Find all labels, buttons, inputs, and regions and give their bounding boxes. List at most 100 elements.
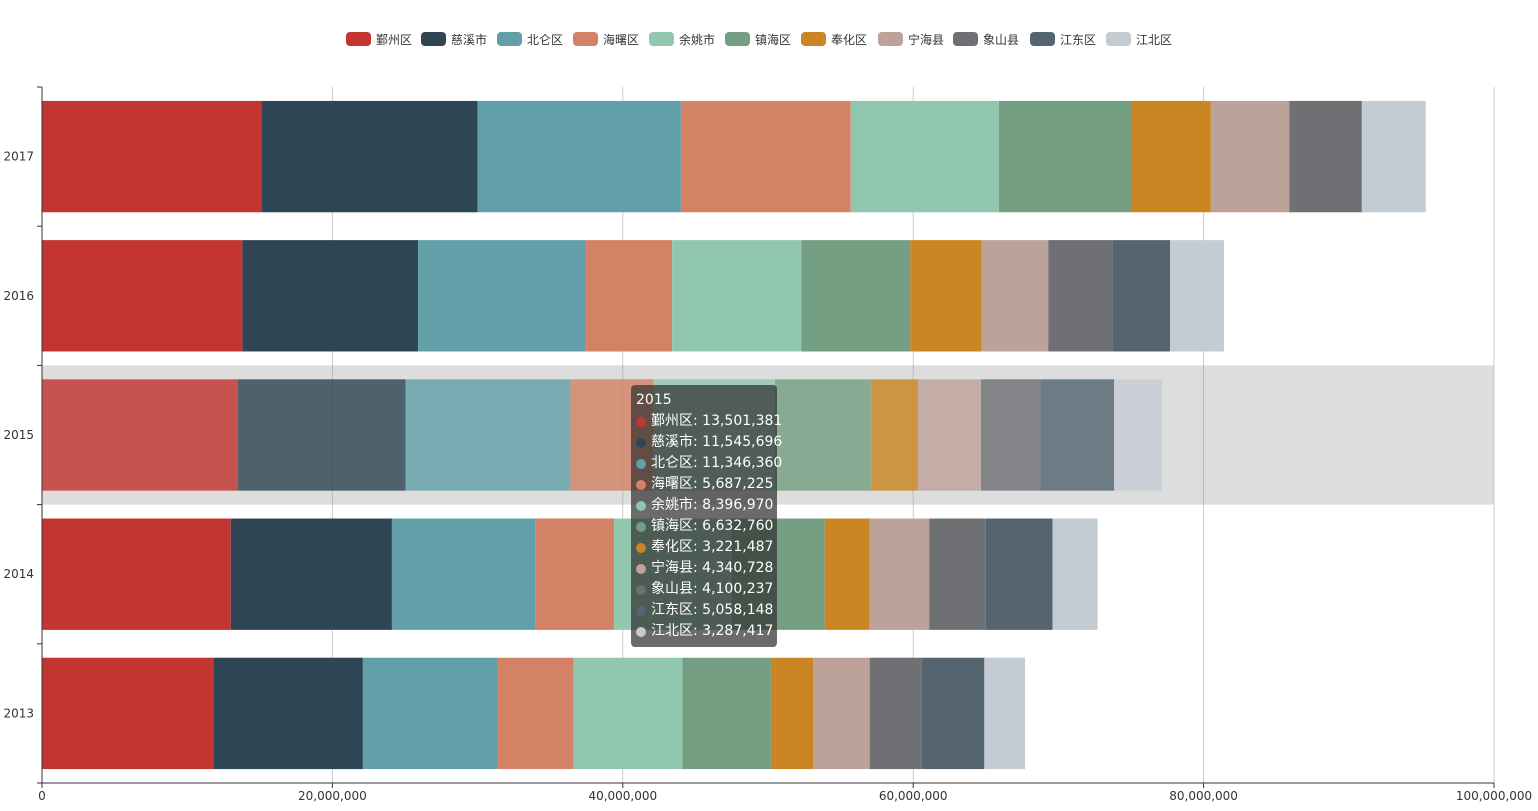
tooltip-row: 镇海区: 6,632,760 [636, 516, 777, 537]
legend-label: 江北区 [1136, 32, 1173, 47]
bar-segment-2013-7[interactable] [813, 657, 870, 770]
bar-segment-2016-5[interactable] [801, 240, 911, 352]
bar-segment-2017-7[interactable] [1210, 100, 1290, 213]
bar-segment-2014-3[interactable] [535, 518, 615, 630]
tooltip-value: 象山县: 4,100,237 [651, 581, 774, 597]
bar-segment-2016-2[interactable] [418, 240, 586, 352]
legend-item[interactable]: 宁海县 [878, 29, 944, 49]
tooltip-value: 奉化区: 3,221,487 [651, 539, 774, 555]
bar-segment-2013-6[interactable] [770, 657, 814, 770]
legend-swatch [725, 32, 750, 46]
bar-segment-2015-9[interactable] [1040, 379, 1115, 491]
legend-swatch [421, 32, 446, 46]
bar-segment-2014-1[interactable] [230, 518, 392, 630]
y-tick-label: 2016 [3, 289, 34, 303]
bar-segment-2015-2[interactable] [405, 379, 571, 491]
bar-segment-2013-2[interactable] [362, 657, 498, 770]
tooltip-row: 奉化区: 3,221,487 [636, 537, 777, 558]
legend-label: 江东区 [1060, 32, 1097, 47]
legend-label: 宁海县 [908, 32, 945, 47]
bar-segment-2013-0[interactable] [42, 657, 214, 770]
tooltip-marker-icon [636, 458, 646, 469]
tooltip-row: 海曙区: 5,687,225 [636, 474, 777, 495]
bar-segment-2016-10[interactable] [1170, 240, 1224, 352]
bar-segment-2017-1[interactable] [261, 100, 478, 213]
bar-segment-2013-1[interactable] [213, 657, 363, 770]
tooltip-marker-icon [636, 542, 646, 553]
legend-item[interactable]: 鄞州区 [346, 29, 412, 49]
tooltip-value: 余姚市: 8,396,970 [651, 497, 774, 513]
bar-segment-2016-4[interactable] [672, 240, 802, 352]
legend-label: 奉化区 [831, 32, 868, 47]
legend-item[interactable]: 镇海区 [725, 29, 791, 49]
tooltip-row: 鄞州区: 13,501,381 [636, 411, 782, 432]
bar-segment-2014-8[interactable] [929, 518, 986, 630]
tooltip-row: 宁海县: 4,340,728 [636, 558, 777, 579]
tooltip-value: 江东区: 5,058,148 [651, 602, 774, 618]
legend-swatch [497, 32, 522, 46]
tooltip-row: 江北区: 3,287,417 [636, 621, 777, 642]
bar-segment-2015-10[interactable] [1114, 379, 1162, 491]
bar-segment-2016-8[interactable] [1048, 240, 1113, 352]
bar-segment-2015-6[interactable] [871, 379, 919, 491]
bar-segment-2015-8[interactable] [981, 379, 1041, 491]
legend-item[interactable]: 余姚市 [649, 29, 715, 49]
tooltip-value: 宁海县: 4,340,728 [651, 560, 774, 576]
legend-swatch [573, 32, 598, 46]
bar-segment-2017-10[interactable] [1361, 100, 1426, 213]
legend-item[interactable]: 奉化区 [801, 29, 867, 49]
bar-segment-2016-9[interactable] [1112, 240, 1171, 352]
tooltip-row: 余姚市: 8,396,970 [636, 495, 777, 516]
tooltip-marker-icon [636, 500, 646, 511]
bar-segment-2014-6[interactable] [824, 518, 870, 630]
legend-label: 海曙区 [603, 32, 640, 47]
bar-segment-2016-7[interactable] [981, 240, 1049, 352]
bar-segment-2017-6[interactable] [1131, 100, 1211, 213]
x-tick-label: 20,000,000 [298, 789, 367, 803]
bar-segment-2016-1[interactable] [242, 240, 419, 352]
tooltip-marker-icon [636, 626, 646, 637]
tooltip-value: 北仑区: 11,346,360 [651, 455, 783, 471]
bar-segment-2015-0[interactable] [42, 379, 239, 491]
tooltip-marker-icon [636, 521, 646, 532]
bar-segment-2017-3[interactable] [680, 100, 851, 213]
bar-segment-2015-1[interactable] [238, 379, 406, 491]
bar-segment-2017-0[interactable] [42, 100, 262, 213]
tooltip: 2015 鄞州区: 13,501,381 慈溪市: 11,545,696 北仑区: … [631, 385, 782, 647]
legend-item[interactable]: 慈溪市 [421, 29, 487, 49]
legend-item[interactable]: 象山县 [953, 29, 1019, 49]
bar-segment-2017-8[interactable] [1289, 100, 1362, 213]
legend-swatch [801, 32, 826, 46]
bar-segment-2017-4[interactable] [850, 100, 999, 213]
tooltip-marker-icon [636, 584, 646, 595]
legend-item[interactable]: 海曙区 [573, 29, 639, 49]
bar-segment-2017-5[interactable] [998, 100, 1131, 213]
bar-segment-2013-3[interactable] [497, 657, 574, 770]
bar-segment-2016-6[interactable] [910, 240, 982, 352]
bar-segment-2013-8[interactable] [869, 657, 922, 770]
bar-segment-2014-9[interactable] [985, 518, 1053, 630]
bar-segment-2017-2[interactable] [477, 100, 681, 213]
tooltip-marker-icon [636, 437, 646, 448]
legend-item[interactable]: 江北区 [1106, 29, 1172, 49]
bar-segment-2013-4[interactable] [573, 657, 683, 770]
legend-swatch [1030, 32, 1055, 46]
bar-segment-2014-0[interactable] [42, 518, 231, 630]
bar-segment-2015-5[interactable] [774, 379, 872, 491]
bar-segment-2014-7[interactable] [869, 518, 930, 630]
bar-segment-2015-7[interactable] [918, 379, 982, 491]
legend-item[interactable]: 北仑区 [497, 29, 563, 49]
bar-segment-2013-10[interactable] [984, 657, 1026, 770]
bar-segment-2014-2[interactable] [391, 518, 536, 630]
bar-segment-2016-0[interactable] [42, 240, 243, 352]
legend-label: 北仑区 [527, 32, 564, 47]
x-tick-label: 0 [38, 789, 46, 803]
bar-segment-2013-9[interactable] [921, 657, 985, 770]
bar-segment-2014-10[interactable] [1052, 518, 1098, 630]
bar-segment-2013-5[interactable] [682, 657, 771, 770]
legend-swatch [1106, 32, 1131, 46]
bar-segment-2016-3[interactable] [585, 240, 673, 352]
legend-item[interactable]: 江东区 [1030, 29, 1096, 49]
tooltip-value: 江北区: 3,287,417 [651, 623, 774, 639]
